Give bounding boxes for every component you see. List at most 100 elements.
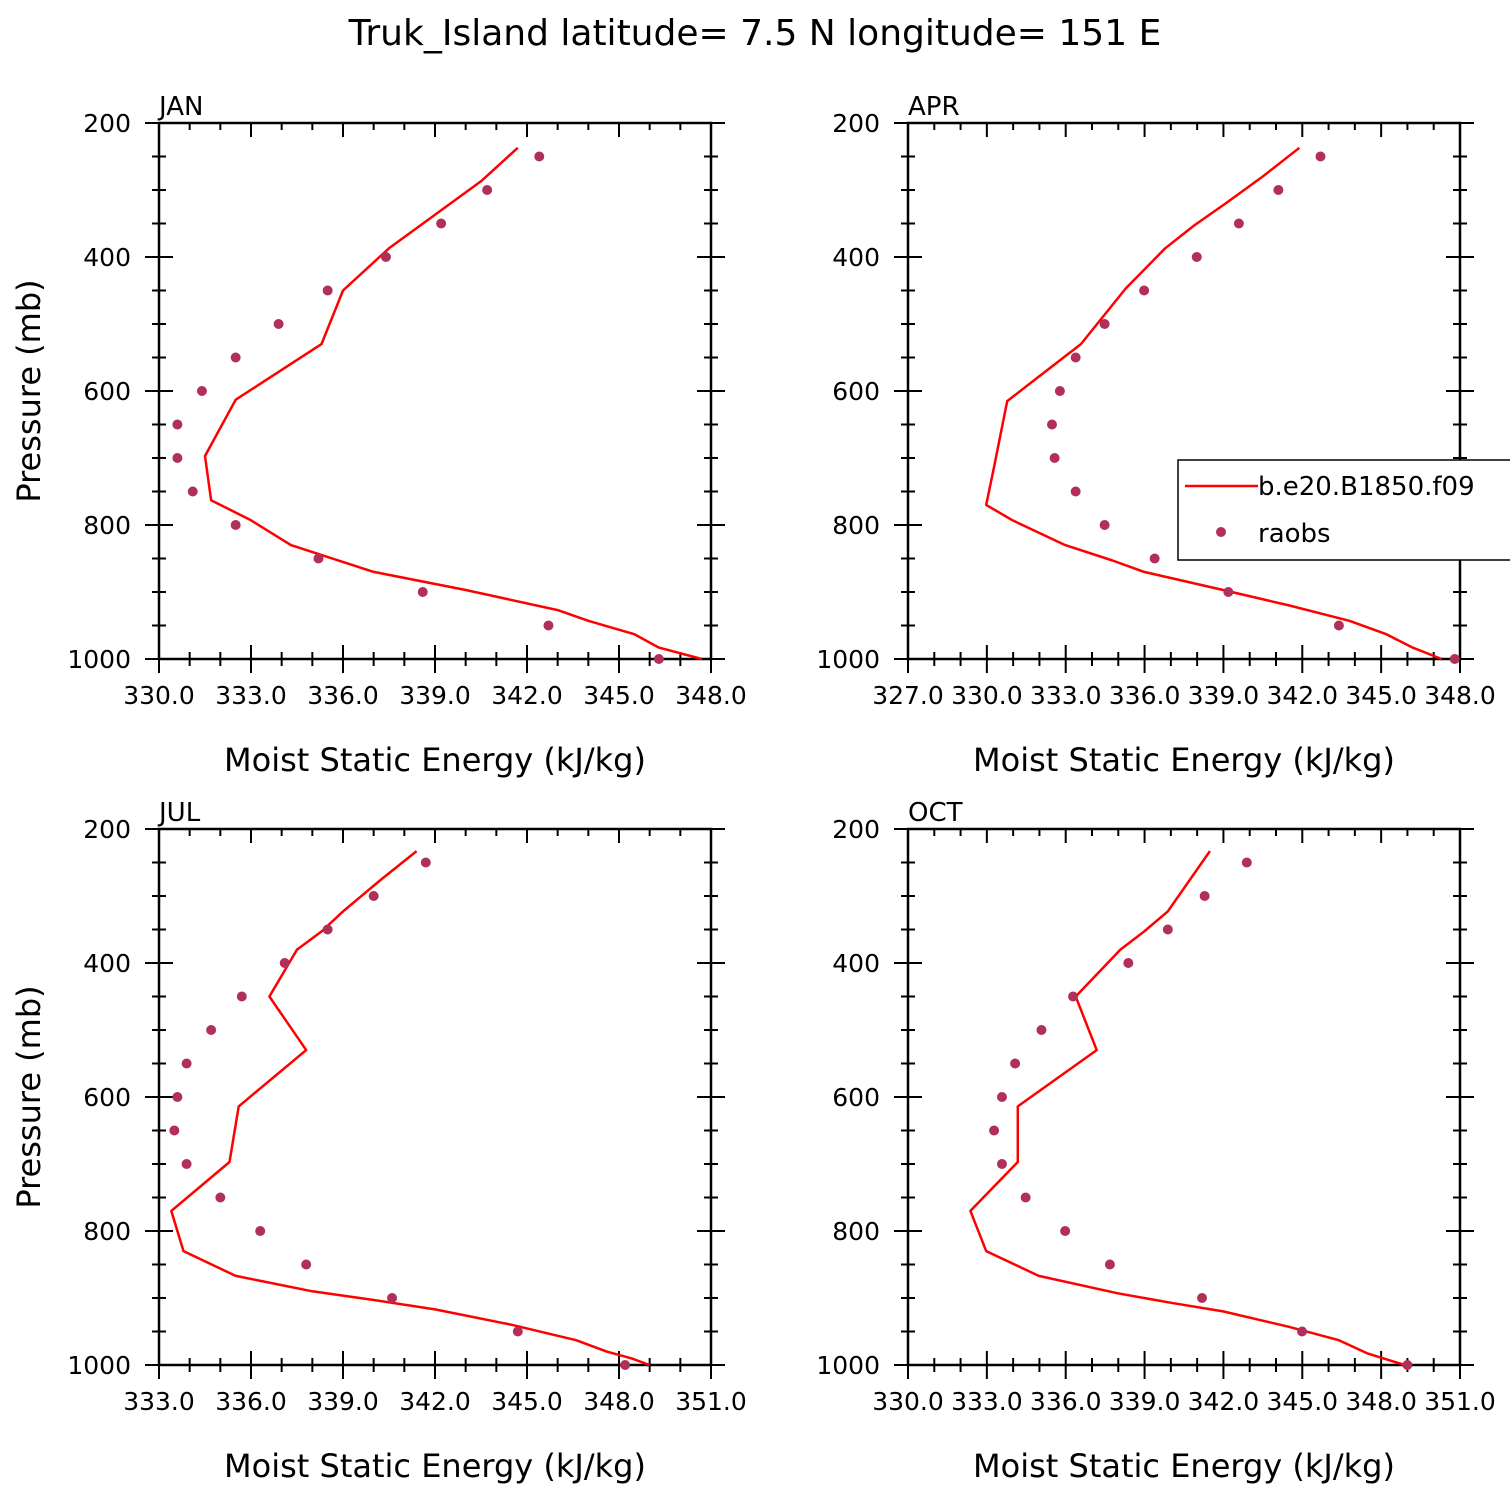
plot-frame xyxy=(157,121,713,661)
raobs-marker xyxy=(653,654,664,664)
raobs-marker xyxy=(322,924,333,935)
raobs-marker xyxy=(206,1025,217,1035)
y-tick-label: 600 xyxy=(832,377,880,406)
model-series-line xyxy=(969,850,1406,1367)
x-tick-label: 333.0 xyxy=(1030,681,1102,710)
raobs-marker xyxy=(169,1125,180,1136)
raobs-marker xyxy=(1060,1226,1071,1236)
raobs-marker xyxy=(989,1125,1000,1136)
raobs-marker xyxy=(543,620,554,631)
raobs-marker xyxy=(1149,553,1160,564)
raobs-marker xyxy=(196,386,207,396)
raobs-marker xyxy=(1241,857,1252,868)
x-axis-label: Moist Static Energy (kJ/kg) xyxy=(973,741,1395,779)
y-tick-label: 400 xyxy=(83,949,131,978)
raobs-marker xyxy=(322,285,333,296)
raobs-marker xyxy=(420,857,431,868)
raobs-marker xyxy=(1333,620,1344,631)
raobs-marker xyxy=(1197,1293,1208,1303)
y-axis-label: Pressure (mb) xyxy=(10,279,48,502)
raobs-marker xyxy=(1068,991,1079,1002)
x-tick-label: 339.0 xyxy=(1188,681,1260,710)
raobs-marker xyxy=(1449,654,1460,664)
plot-frame xyxy=(906,121,1462,661)
y-tick-label: 600 xyxy=(832,1083,880,1112)
raobs-marker xyxy=(1036,1025,1047,1035)
panel-apr: APR 327.0 330.0 333.0 336.0 339.0 342.0 345.0 34… xyxy=(816,92,1495,779)
x-tick-label: 342.0 xyxy=(491,681,563,710)
raobs-marker xyxy=(1070,486,1081,497)
raobs-marker xyxy=(534,151,545,162)
y-tick-label: 400 xyxy=(832,949,880,978)
x-tick-label: 333.0 xyxy=(123,1387,195,1416)
y-tick-label: 400 xyxy=(83,243,131,272)
raobs-marker xyxy=(236,991,247,1002)
raobs-marker xyxy=(172,453,183,463)
x-tick-label: 336.0 xyxy=(1109,681,1181,710)
raobs-marker xyxy=(380,252,391,262)
raobs-marker xyxy=(1402,1360,1413,1370)
raobs-marker xyxy=(436,218,447,229)
raobs-marker xyxy=(172,419,183,430)
panel-jul: JUL 333.0 336.0 339.0 342.0 345.0 348.0 351.0 20… xyxy=(10,798,747,1485)
y-tick-label: 800 xyxy=(83,1217,131,1246)
raobs-marker xyxy=(230,352,241,363)
raobs-marker xyxy=(1233,218,1244,229)
y-tick-label: 200 xyxy=(832,815,880,844)
panel-label: JUL xyxy=(157,798,201,828)
raobs-marker xyxy=(1070,352,1081,363)
panel-jan: JAN 330.0 333.0 336.0 339.0 342.0 345.0 348.0 20… xyxy=(10,92,747,779)
raobs-marker xyxy=(1162,924,1173,935)
x-tick-label: 336.0 xyxy=(215,1387,287,1416)
model-series-line xyxy=(984,146,1443,661)
x-tick-label: 327.0 xyxy=(872,681,944,710)
raobs-marker xyxy=(996,1159,1007,1169)
raobs-marker xyxy=(255,1226,266,1236)
legend-model-label: b.e20.B1850.f09 xyxy=(1258,472,1475,502)
x-tick-label: 351.0 xyxy=(675,1387,747,1416)
raobs-marker xyxy=(273,319,284,329)
x-tick-label: 336.0 xyxy=(1030,1387,1102,1416)
x-tick-label: 345.0 xyxy=(1266,1387,1338,1416)
x-tick-label: 339.0 xyxy=(399,681,471,710)
x-tick-label: 333.0 xyxy=(215,681,287,710)
legend-raobs-swatch xyxy=(1216,527,1226,537)
x-tick-label: 342.0 xyxy=(399,1387,471,1416)
raobs-marker xyxy=(279,958,290,968)
raobs-marker xyxy=(1223,587,1234,597)
legend-raobs-label: raobs xyxy=(1258,519,1331,549)
panel-label: JAN xyxy=(157,92,203,122)
x-tick-label: 342.0 xyxy=(1266,681,1338,710)
model-series-line xyxy=(203,146,703,661)
raobs-marker xyxy=(1123,958,1134,968)
x-tick-label: 348.0 xyxy=(583,1387,655,1416)
x-tick-label: 351.0 xyxy=(1424,1387,1496,1416)
raobs-marker xyxy=(1191,252,1202,262)
raobs-marker xyxy=(620,1360,631,1370)
y-tick-label: 800 xyxy=(83,511,131,540)
x-tick-label: 330.0 xyxy=(872,1387,944,1416)
x-tick-label: 345.0 xyxy=(1345,681,1417,710)
raobs-marker xyxy=(1297,1326,1308,1337)
plot-frame xyxy=(157,827,713,1367)
y-tick-label: 600 xyxy=(83,1083,131,1112)
x-tick-label: 339.0 xyxy=(1109,1387,1181,1416)
x-tick-label: 339.0 xyxy=(307,1387,379,1416)
y-tick-label: 400 xyxy=(832,243,880,272)
panel-oct: OCT 330.0 333.0 336.0 339.0 342.0 345.0 348.0 35… xyxy=(816,798,1495,1485)
raobs-marker xyxy=(512,1326,523,1337)
x-tick-label: 348.0 xyxy=(675,681,747,710)
panel-label: OCT xyxy=(908,798,963,828)
y-tick-label: 800 xyxy=(832,511,880,540)
y-tick-label: 800 xyxy=(832,1217,880,1246)
y-tick-label: 200 xyxy=(83,109,131,138)
y-tick-label: 1000 xyxy=(816,1351,880,1380)
legend: b.e20.B1850.f09 raobs xyxy=(1177,459,1510,561)
x-tick-label: 336.0 xyxy=(307,681,379,710)
x-axis-label: Moist Static Energy (kJ/kg) xyxy=(973,1447,1395,1485)
y-tick-label: 200 xyxy=(83,815,131,844)
raobs-marker xyxy=(1054,386,1065,396)
legend-box xyxy=(1177,459,1510,561)
raobs-marker xyxy=(1099,319,1110,329)
